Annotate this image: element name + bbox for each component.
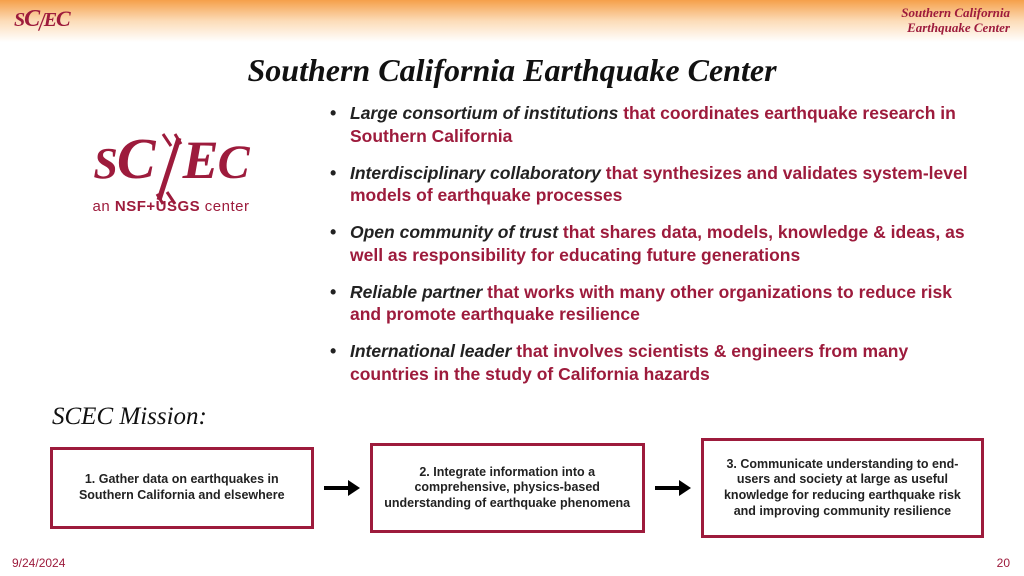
bullet-lead: Interdisciplinary collaboratory [350,163,601,183]
bullet-item: Open community of trust that shares data… [330,221,984,267]
header-gradient [0,0,1024,42]
mission-label: SCEC Mission: [52,403,207,431]
arrow-right-icon [324,478,360,498]
bullet-lead: Large consortium of institutions [350,103,618,123]
org-line-1: Southern California [901,6,1010,21]
org-name-header: Southern California Earthquake Center [901,6,1010,36]
bullet-item: Reliable partner that works with many ot… [330,281,984,327]
footer-page: 20 [997,556,1010,570]
arrow-right-icon [655,478,691,498]
bullet-item: Large consortium of institutions that co… [330,102,984,148]
bullet-item: International leader that involves scien… [330,340,984,386]
bullet-lead: Open community of trust [350,222,558,242]
mission-box-3: 3. Communicate understanding to end-user… [701,438,984,538]
logo-large: SC EC [93,130,248,188]
bullet-list: Large consortium of institutions that co… [330,102,984,400]
mission-box-2: 2. Integrate information into a comprehe… [370,443,645,533]
page-title: Southern California Earthquake Center [0,52,1024,89]
logo-small: SC/EC [14,6,70,33]
org-line-2: Earthquake Center [901,21,1010,36]
footer-date: 9/24/2024 [12,556,65,570]
bullet-lead: International leader [350,341,511,361]
logo-block: SC EC an NSF+USGS center [56,130,286,215]
mission-row: 1. Gather data on earthquakes in Souther… [50,438,984,538]
bullet-item: Interdisciplinary collaboratory that syn… [330,162,984,208]
mission-box-1: 1. Gather data on earthquakes in Souther… [50,447,314,529]
logo-slash-icon [151,130,187,208]
bullet-lead: Reliable partner [350,282,482,302]
